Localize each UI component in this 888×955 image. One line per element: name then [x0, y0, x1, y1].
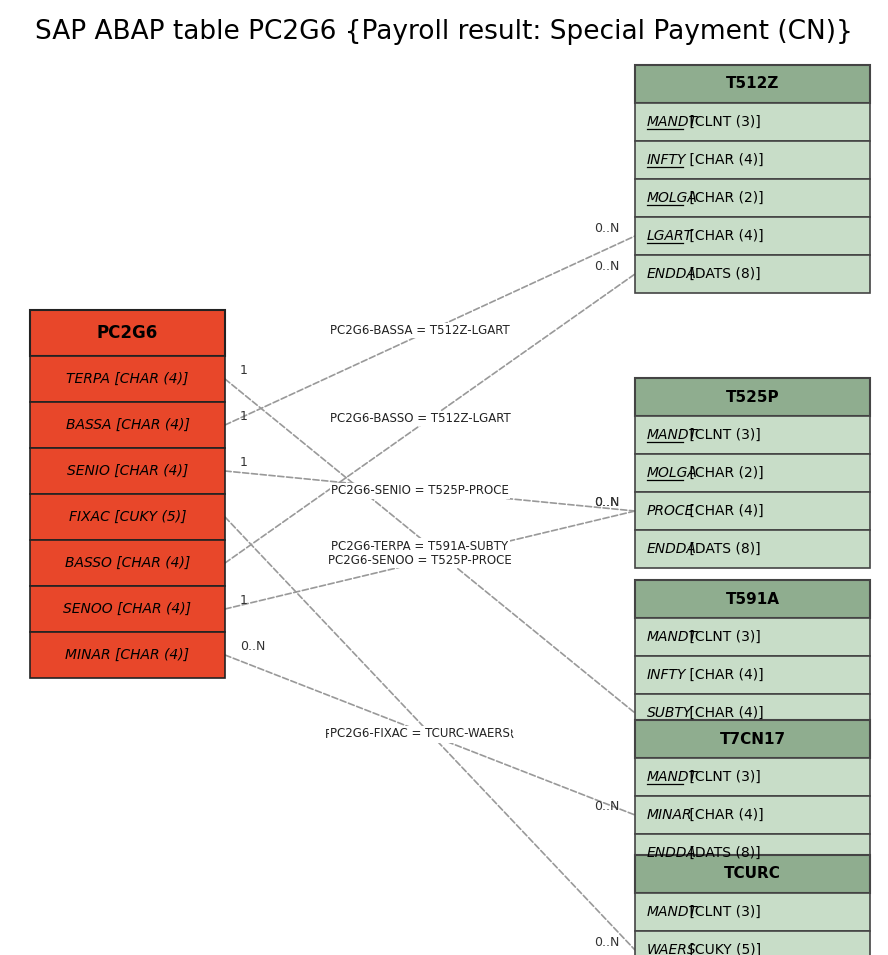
Text: ENDDA: ENDDA	[647, 267, 697, 281]
FancyBboxPatch shape	[30, 586, 225, 632]
Text: [CHAR (2)]: [CHAR (2)]	[685, 191, 764, 205]
Text: LGART: LGART	[647, 229, 694, 243]
Text: WAERS: WAERS	[647, 943, 696, 955]
FancyBboxPatch shape	[30, 310, 225, 356]
Text: ENDDA: ENDDA	[647, 542, 697, 556]
FancyBboxPatch shape	[635, 720, 870, 758]
Text: FIXAC [CUKY (5)]: FIXAC [CUKY (5)]	[68, 510, 186, 524]
Text: PC2G6-MINAR = T7CN17-MINAR: PC2G6-MINAR = T7CN17-MINAR	[326, 729, 514, 741]
Text: 0..N: 0..N	[595, 497, 620, 510]
Text: PC2G6: PC2G6	[97, 324, 158, 342]
Text: [CHAR (4)]: [CHAR (4)]	[685, 504, 764, 518]
Text: 1: 1	[240, 411, 248, 423]
Text: 1: 1	[240, 456, 248, 470]
Text: 1: 1	[240, 595, 248, 607]
FancyBboxPatch shape	[635, 855, 870, 893]
Text: MANDT: MANDT	[647, 428, 698, 442]
Text: T512Z: T512Z	[725, 76, 779, 92]
Text: [CHAR (4)]: [CHAR (4)]	[685, 808, 764, 822]
Text: T591A: T591A	[725, 591, 780, 606]
Text: [CLNT (3)]: [CLNT (3)]	[685, 770, 761, 784]
Text: MANDT: MANDT	[647, 115, 698, 129]
FancyBboxPatch shape	[635, 179, 870, 217]
FancyBboxPatch shape	[635, 255, 870, 293]
Text: T7CN17: T7CN17	[719, 732, 786, 747]
Text: ENDDA: ENDDA	[647, 846, 697, 860]
Text: PC2G6-BASSO = T512Z-LGART: PC2G6-BASSO = T512Z-LGART	[329, 412, 511, 425]
FancyBboxPatch shape	[635, 931, 870, 955]
FancyBboxPatch shape	[635, 103, 870, 141]
Text: PC2G6-BASSA = T512Z-LGART: PC2G6-BASSA = T512Z-LGART	[330, 324, 510, 337]
Text: SENIO [CHAR (4)]: SENIO [CHAR (4)]	[67, 464, 188, 478]
Text: [DATS (8)]: [DATS (8)]	[685, 542, 761, 556]
Text: 0..N: 0..N	[595, 222, 620, 235]
Text: [CLNT (3)]: [CLNT (3)]	[685, 115, 761, 129]
FancyBboxPatch shape	[30, 632, 225, 678]
Text: 0..N: 0..N	[595, 260, 620, 272]
Text: PC2G6-FIXAC = TCURC-WAERS: PC2G6-FIXAC = TCURC-WAERS	[330, 727, 510, 740]
FancyBboxPatch shape	[30, 494, 225, 540]
Text: [CHAR (2)]: [CHAR (2)]	[685, 466, 764, 480]
Text: MINAR [CHAR (4)]: MINAR [CHAR (4)]	[66, 648, 189, 662]
FancyBboxPatch shape	[635, 492, 870, 530]
Text: SAP ABAP table PC2G6 {Payroll result: Special Payment (CN)}: SAP ABAP table PC2G6 {Payroll result: Sp…	[36, 19, 852, 45]
Text: MANDT: MANDT	[647, 630, 698, 644]
Text: TERPA [CHAR (4)]: TERPA [CHAR (4)]	[67, 372, 188, 386]
FancyBboxPatch shape	[30, 402, 225, 448]
Text: TCURC: TCURC	[724, 866, 781, 881]
Text: [CHAR (4)]: [CHAR (4)]	[685, 706, 764, 720]
Text: T525P: T525P	[725, 390, 780, 405]
FancyBboxPatch shape	[635, 618, 870, 656]
FancyBboxPatch shape	[635, 580, 870, 618]
Text: MOLGA: MOLGA	[647, 466, 698, 480]
FancyBboxPatch shape	[635, 796, 870, 834]
Text: [CHAR (4)]: [CHAR (4)]	[685, 668, 764, 682]
FancyBboxPatch shape	[635, 378, 870, 416]
Text: [CLNT (3)]: [CLNT (3)]	[685, 630, 761, 644]
Text: BASSA [CHAR (4)]: BASSA [CHAR (4)]	[66, 418, 189, 432]
FancyBboxPatch shape	[635, 217, 870, 255]
Text: [CHAR (4)]: [CHAR (4)]	[685, 229, 764, 243]
Text: 0..N: 0..N	[595, 936, 620, 948]
Text: [DATS (8)]: [DATS (8)]	[685, 846, 761, 860]
Text: [DATS (8)]: [DATS (8)]	[685, 267, 761, 281]
FancyBboxPatch shape	[635, 834, 870, 872]
Text: INFTY: INFTY	[647, 153, 686, 167]
Text: PC2G6-SENOO = T525P-PROCE: PC2G6-SENOO = T525P-PROCE	[329, 554, 511, 566]
Text: PC2G6-TERPA = T591A-SUBTY: PC2G6-TERPA = T591A-SUBTY	[331, 540, 509, 553]
Text: 0..N: 0..N	[240, 641, 266, 653]
Text: MANDT: MANDT	[647, 770, 698, 784]
Text: 0..N: 0..N	[595, 497, 620, 510]
Text: 0..N: 0..N	[595, 800, 620, 814]
FancyBboxPatch shape	[30, 448, 225, 494]
Text: PC2G6-SENIO = T525P-PROCE: PC2G6-SENIO = T525P-PROCE	[331, 484, 509, 498]
FancyBboxPatch shape	[30, 540, 225, 586]
FancyBboxPatch shape	[635, 141, 870, 179]
Text: SUBTY: SUBTY	[647, 706, 693, 720]
FancyBboxPatch shape	[635, 65, 870, 103]
Text: 1: 1	[240, 365, 248, 377]
Text: INFTY: INFTY	[647, 668, 686, 682]
FancyBboxPatch shape	[635, 530, 870, 568]
FancyBboxPatch shape	[635, 893, 870, 931]
FancyBboxPatch shape	[635, 454, 870, 492]
FancyBboxPatch shape	[30, 356, 225, 402]
Text: [CHAR (4)]: [CHAR (4)]	[685, 153, 764, 167]
Text: SENOO [CHAR (4)]: SENOO [CHAR (4)]	[64, 602, 192, 616]
FancyBboxPatch shape	[635, 694, 870, 732]
Text: PROCE: PROCE	[647, 504, 694, 518]
Text: [CLNT (3)]: [CLNT (3)]	[685, 905, 761, 919]
Text: MOLGA: MOLGA	[647, 191, 698, 205]
Text: [CUKY (5)]: [CUKY (5)]	[685, 943, 761, 955]
Text: BASSO [CHAR (4)]: BASSO [CHAR (4)]	[65, 556, 190, 570]
FancyBboxPatch shape	[635, 656, 870, 694]
FancyBboxPatch shape	[635, 416, 870, 454]
Text: MINAR: MINAR	[647, 808, 693, 822]
FancyBboxPatch shape	[635, 758, 870, 796]
Text: MANDT: MANDT	[647, 905, 698, 919]
Text: [CLNT (3)]: [CLNT (3)]	[685, 428, 761, 442]
